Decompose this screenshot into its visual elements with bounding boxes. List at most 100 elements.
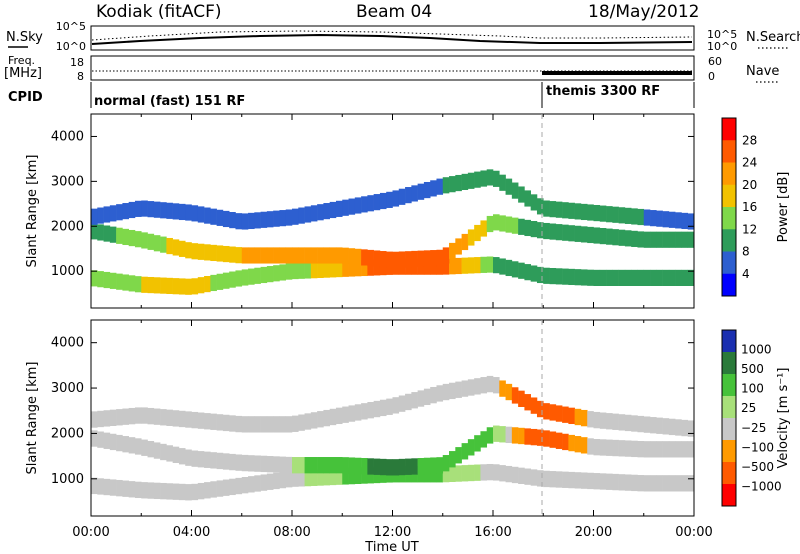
heatmap-cell: [417, 250, 425, 267]
heatmap-cell: [285, 416, 293, 433]
heatmap-cell: [91, 270, 98, 287]
heatmap-cell: [580, 437, 588, 454]
heatmap-cell: [160, 443, 167, 461]
heatmap-cell: [461, 443, 469, 460]
heatmap-cell: [361, 403, 368, 420]
heatmap-cell: [455, 174, 462, 192]
heatmap-cell: [599, 205, 607, 222]
heatmap-cell: [222, 245, 230, 263]
heatmap-cell: [480, 464, 488, 481]
heatmap-cell: [536, 470, 544, 487]
heatmap-cell: [436, 249, 444, 266]
heatmap-cell: [574, 436, 582, 453]
heatmap-cell: [116, 434, 123, 452]
heatmap-cell: [499, 465, 506, 482]
heatmap-cell: [474, 224, 481, 242]
heatmap-cell: [178, 410, 186, 428]
heatmap-cell: [109, 272, 117, 289]
colorbar-cell: [722, 330, 736, 353]
heatmap-cell: [166, 237, 173, 255]
heatmap-cell: [423, 258, 431, 275]
heatmap-cell: [612, 473, 619, 491]
heatmap-cell: [292, 262, 299, 280]
heatmap-cell: [518, 186, 525, 203]
heatmap-cell: [134, 200, 142, 217]
xtick-label: 00:00: [675, 525, 712, 540]
heatmap-cell: [530, 397, 538, 414]
heatmap-cell: [493, 425, 500, 442]
nave-label: Nave: [746, 64, 779, 79]
heatmap-cell: [197, 482, 205, 500]
heatmap-cell: [568, 268, 575, 286]
heatmap-cell: [266, 473, 274, 490]
heatmap-cell: [260, 266, 268, 284]
heatmap-cell: [141, 407, 148, 424]
heatmap-cell: [361, 467, 368, 484]
heatmap-cell: [568, 471, 575, 489]
velocity-cb-tick: 100: [741, 382, 764, 396]
heatmap-cell: [97, 478, 104, 495]
heatmap-cell: [499, 215, 506, 232]
heatmap-cell: [681, 475, 689, 492]
heatmap-cell: [304, 413, 312, 430]
heatmap-cell: [568, 434, 575, 452]
cpid-panel: CPID normal (fast) 151 RF themis 3300 RF: [8, 82, 695, 109]
heatmap-cell: [153, 235, 161, 252]
heatmap-cell: [499, 174, 506, 191]
heatmap-cell: [373, 194, 381, 211]
velocity-cb-tick: 25: [741, 401, 756, 415]
heatmap-cell: [260, 474, 268, 491]
xtick-label: 00:00: [72, 525, 109, 540]
heatmap-cell: [656, 231, 663, 248]
heatmap-cell: [562, 471, 569, 488]
heatmap-cell: [612, 439, 619, 457]
date-title: 18/May/2012: [588, 2, 700, 22]
heatmap-cell: [398, 458, 406, 476]
heatmap-cell: [367, 259, 374, 276]
heatmap-cell: [153, 482, 161, 500]
heatmap-cell: [530, 469, 538, 486]
heatmap-cell: [549, 268, 557, 285]
heatmap-cell: [147, 233, 155, 250]
heatmap-cell: [637, 269, 645, 286]
heatmap-cell: [97, 410, 104, 428]
heatmap-cell: [109, 433, 117, 451]
heatmap-cell: [543, 200, 550, 217]
colorbar-cell: [722, 462, 736, 485]
heatmap-cell: [631, 208, 638, 225]
power-colorbar-frame: [721, 117, 737, 297]
heatmap-cell: [530, 194, 538, 211]
heatmap-cell: [128, 201, 136, 219]
heatmap-cell: [178, 448, 186, 465]
heatmap-cell: [367, 195, 374, 212]
frequency-traces: [92, 70, 692, 75]
heatmap-cell: [417, 458, 425, 475]
heatmap-cell: [536, 222, 544, 239]
heatmap-cell: [304, 247, 312, 264]
heatmap-cell: [229, 246, 236, 263]
heatmap-cell: [587, 204, 594, 221]
heatmap-cell: [593, 204, 601, 222]
x-axis-label: Time UT: [364, 540, 418, 554]
heatmap-cell: [191, 411, 199, 429]
heatmap-cell: [229, 271, 236, 288]
heatmap-cell: [147, 201, 155, 218]
heatmap-cell: [178, 203, 186, 221]
velocity-ylabel: Slant Range [km]: [25, 362, 40, 475]
heatmap-cell: [229, 453, 236, 471]
heatmap-cell: [248, 416, 255, 433]
heatmap-cell: [298, 247, 305, 264]
heatmap-cell: [455, 465, 462, 482]
heatmap-cell: [292, 415, 299, 432]
heatmap-cell: [555, 224, 563, 241]
colorbar-cell: [722, 229, 736, 252]
heatmap-cell: [285, 247, 293, 264]
heatmap-cell: [423, 181, 431, 199]
velocity-cb-tick: −500: [741, 460, 774, 474]
heatmap-cell: [618, 229, 626, 246]
heatmap-cell: [637, 415, 645, 433]
heatmap-cell: [266, 211, 274, 228]
heatmap-cell: [637, 231, 645, 248]
heatmap-cell: [599, 269, 607, 286]
heatmap-cell: [618, 269, 626, 286]
